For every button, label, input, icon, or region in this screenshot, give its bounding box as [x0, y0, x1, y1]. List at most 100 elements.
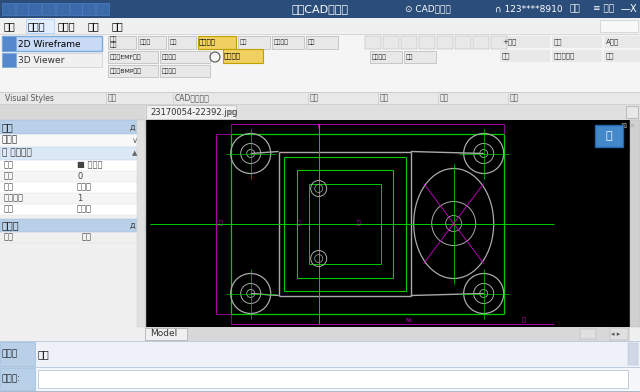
Bar [223, 49, 263, 63]
Text: 位置: 位置 [310, 94, 319, 102]
Bar [500, 36, 550, 48]
Bar [168, 36, 196, 49]
Bar [16, 3, 29, 15]
Bar [0, 342, 35, 366]
Text: —: — [620, 4, 630, 14]
Text: ▲: ▲ [132, 150, 138, 156]
Text: 距离: 距离 [502, 53, 511, 59]
Bar [0, 160, 145, 171]
Bar [160, 65, 210, 77]
Text: 测量: 测量 [554, 39, 563, 45]
Bar [0, 120, 145, 327]
Bar [365, 36, 381, 49]
Bar [145, 328, 187, 340]
Bar [0, 120, 145, 134]
Text: 2D Wireframe: 2D Wireframe [18, 40, 81, 49]
Bar [0, 182, 145, 193]
Text: 命令行: 命令行 [2, 350, 18, 359]
Text: — ⊠ ✕: — ⊠ ✕ [612, 123, 636, 129]
Bar [370, 51, 402, 63]
Bar [628, 343, 638, 365]
Bar [108, 65, 158, 77]
Bar [404, 51, 436, 63]
Text: 多段线长度: 多段线长度 [554, 53, 575, 59]
Bar [0, 391, 640, 392]
Text: 文件: 文件 [4, 21, 16, 31]
Text: 路径: 路径 [82, 232, 92, 241]
Text: 面积: 面积 [606, 53, 614, 59]
Bar [455, 36, 471, 49]
Bar [2, 3, 15, 15]
Bar [0, 367, 640, 391]
Bar [108, 51, 158, 63]
Text: 线型: 线型 [4, 183, 14, 192]
Bar [42, 3, 55, 15]
Bar [145, 120, 630, 327]
Text: 复制为EMF格式: 复制为EMF格式 [110, 54, 141, 60]
Bar [0, 219, 145, 232]
Text: 名称: 名称 [4, 232, 14, 241]
Bar [626, 106, 638, 118]
Bar [419, 36, 435, 49]
Text: 图层: 图层 [4, 172, 14, 180]
Text: 层图: 层图 [170, 39, 177, 45]
Text: 0: 0 [77, 172, 83, 180]
Text: 编辑器: 编辑器 [58, 21, 76, 31]
Text: д: д [130, 221, 136, 229]
Bar [552, 50, 602, 62]
Text: 色彩: 色彩 [4, 160, 14, 169]
Text: ◂ ▸: ◂ ▸ [611, 331, 621, 337]
Bar [595, 125, 623, 147]
Bar [0, 171, 145, 182]
Bar [26, 19, 54, 33]
Bar [306, 36, 338, 49]
Text: 图: 图 [522, 318, 525, 323]
Text: 查看器: 查看器 [28, 21, 45, 31]
Bar [160, 51, 210, 63]
Bar [500, 50, 550, 62]
Bar [2, 53, 16, 67]
Text: 复制为BMP格式: 复制为BMP格式 [110, 68, 142, 74]
Text: 线类: 线类 [4, 205, 14, 214]
Text: 属性: 属性 [2, 122, 13, 132]
Bar [437, 36, 453, 49]
Bar [401, 36, 417, 49]
Bar [137, 120, 145, 327]
Bar [70, 3, 83, 15]
Text: A文本: A文本 [606, 39, 620, 45]
Text: 23170054-22392.jpg: 23170054-22392.jpg [150, 107, 237, 116]
Bar [580, 329, 596, 339]
Text: 默认值: 默认值 [2, 136, 18, 145]
Text: X: X [630, 4, 636, 14]
Text: ■ 以图层: ■ 以图层 [77, 160, 102, 169]
Text: 测量: 测量 [510, 94, 519, 102]
Text: N₁: N₁ [405, 318, 412, 323]
Text: CAD绘图设置: CAD绘图设置 [175, 94, 210, 102]
Bar [604, 50, 640, 62]
Bar [0, 34, 640, 92]
Bar [0, 104, 640, 120]
Bar [108, 36, 136, 49]
Bar [383, 36, 399, 49]
Text: д: д [130, 123, 136, 131]
Bar [0, 134, 145, 147]
Text: 修剪光栅: 修剪光栅 [162, 68, 177, 74]
Bar [630, 120, 640, 327]
Bar [610, 328, 628, 340]
Text: 线型比例: 线型比例 [4, 194, 24, 203]
Text: 输出: 输出 [112, 21, 124, 31]
Text: 元: 元 [357, 221, 360, 226]
Bar [272, 36, 304, 49]
Text: 圆滑弧形: 圆滑弧形 [224, 53, 241, 59]
Text: 风云CAD编辑器: 风云CAD编辑器 [291, 4, 349, 14]
Text: 黑色背景: 黑色背景 [199, 39, 216, 45]
Text: +线宽: +线宽 [502, 39, 516, 45]
Text: Visual Styles: Visual Styles [5, 94, 54, 102]
Text: Model: Model [150, 330, 177, 339]
Text: 结构: 结构 [406, 54, 413, 60]
Bar [0, 368, 35, 390]
Bar [0, 204, 145, 215]
Bar [0, 341, 640, 367]
Bar [56, 3, 69, 15]
Text: 高级: 高级 [88, 21, 100, 31]
